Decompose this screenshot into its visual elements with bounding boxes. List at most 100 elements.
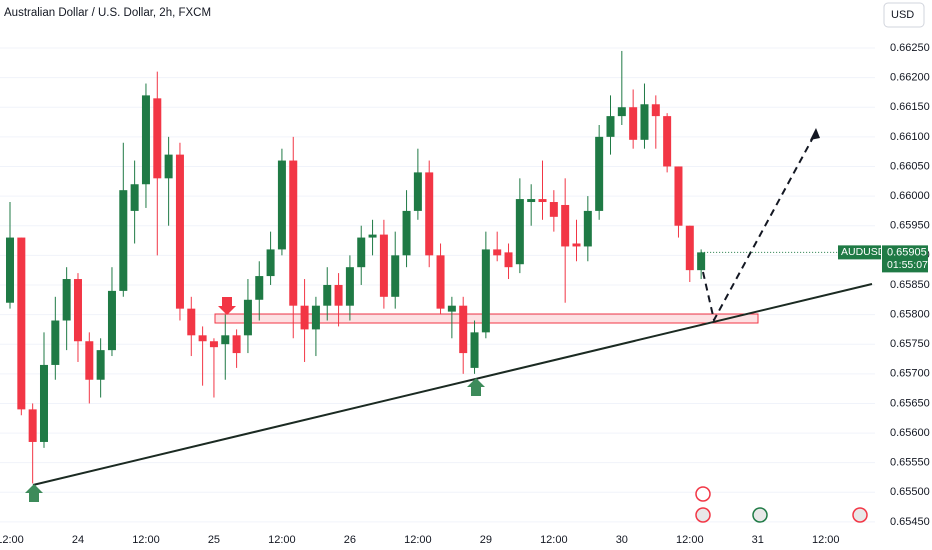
y-tick-label: 0.65750	[890, 338, 930, 350]
candle-body	[425, 172, 434, 256]
y-tick-label: 0.66200	[890, 72, 930, 84]
candle-body	[651, 104, 660, 117]
candle-body	[51, 320, 60, 365]
y-tick-label: 0.65600	[890, 427, 930, 439]
candle-body	[459, 305, 468, 354]
candle-body	[141, 95, 150, 185]
candle-body	[402, 210, 411, 256]
candle-body	[447, 305, 456, 312]
x-tick-label: 25	[208, 534, 220, 546]
candle-body	[345, 267, 354, 306]
candle-body	[221, 335, 230, 345]
candle-body	[413, 172, 422, 211]
candle-body	[583, 210, 592, 247]
candle-body	[6, 237, 14, 303]
price-badge	[882, 245, 928, 273]
candle-body	[198, 335, 207, 342]
candle-body	[685, 225, 694, 271]
currency-label[interactable]: USD	[891, 9, 914, 21]
projection-arrowhead	[810, 128, 820, 140]
candle-body	[187, 308, 196, 336]
candle-body	[323, 284, 332, 306]
candle-body	[391, 255, 400, 297]
candle-body	[561, 204, 570, 247]
y-tick-label: 0.66250	[890, 42, 930, 54]
y-tick-label: 0.65500	[890, 486, 930, 498]
candle-body	[515, 199, 524, 265]
x-tick-label: 12:00	[268, 534, 296, 546]
candle-body	[39, 364, 48, 442]
y-tick-label: 0.65800	[890, 308, 930, 320]
x-tick-label: 30	[616, 534, 628, 546]
candle-body	[175, 154, 184, 309]
candle-body	[379, 234, 388, 297]
candle-body	[504, 252, 513, 268]
x-tick-label: 12:00	[404, 534, 432, 546]
candle-body	[493, 249, 502, 256]
y-tick-label: 0.65650	[890, 397, 930, 409]
candle-body	[255, 276, 264, 300]
candle-body	[232, 335, 241, 354]
candle-body	[73, 279, 82, 342]
candle-body	[538, 199, 547, 203]
candle-body	[85, 341, 94, 380]
currency-button[interactable]	[883, 2, 925, 28]
countdown-label: 01:55:07	[887, 259, 928, 271]
x-tick-label: 12:00	[0, 534, 24, 546]
candle-body	[209, 341, 218, 348]
candle-body	[243, 299, 252, 336]
candle-body	[697, 252, 706, 271]
event-icon	[695, 486, 711, 502]
candle-body	[481, 249, 490, 333]
y-tick-label: 0.66000	[890, 190, 930, 202]
candle-body	[470, 332, 479, 368]
candle-body	[549, 202, 558, 217]
candle-body	[17, 237, 26, 410]
symbol-label: AUDUSD	[841, 246, 886, 258]
y-tick-label: 0.66150	[890, 101, 930, 113]
projection-arrow	[702, 131, 817, 323]
candle-body	[130, 184, 139, 211]
buy-arrow	[25, 484, 43, 502]
candle-body	[300, 305, 309, 330]
candle-body	[119, 190, 128, 291]
x-tick-label: 26	[344, 534, 356, 546]
y-tick-label: 0.65950	[890, 220, 930, 232]
candle-body	[527, 199, 536, 203]
candle-body	[357, 237, 366, 268]
candle-body	[277, 160, 286, 250]
candle-body	[107, 290, 116, 351]
x-tick-label: 29	[480, 534, 492, 546]
candle-body	[629, 107, 638, 140]
candle-body	[153, 98, 162, 179]
candle-body	[96, 350, 105, 380]
x-tick-label: 12:00	[132, 534, 160, 546]
candle-body	[595, 136, 604, 211]
last-price-label: 0.65905	[887, 246, 927, 258]
chart-title: Australian Dollar / U.S. Dollar, 2h, FXC…	[4, 7, 211, 19]
candle-body	[289, 160, 298, 306]
x-tick-label: 12:00	[812, 534, 840, 546]
candle-body	[164, 154, 173, 179]
candle-body	[640, 104, 649, 140]
symbol-badge	[838, 245, 881, 260]
candle-body	[663, 116, 672, 167]
candle-body	[606, 116, 615, 137]
event-icon	[752, 507, 768, 523]
x-tick-label: 12:00	[676, 534, 704, 546]
x-tick-label: 12:00	[540, 534, 568, 546]
candle-body	[436, 255, 445, 309]
event-icon	[695, 507, 711, 523]
candle-body	[674, 166, 683, 226]
y-tick-label: 0.65550	[890, 457, 930, 469]
candle-body	[266, 249, 275, 277]
candle-body	[311, 305, 320, 330]
candle-body	[62, 279, 71, 321]
x-tick-label: 31	[752, 534, 764, 546]
y-tick-label: 0.65700	[890, 368, 930, 380]
candle-body	[28, 409, 37, 442]
sell-arrow	[218, 297, 236, 315]
candle-body	[334, 284, 343, 306]
candle-body	[368, 234, 377, 238]
